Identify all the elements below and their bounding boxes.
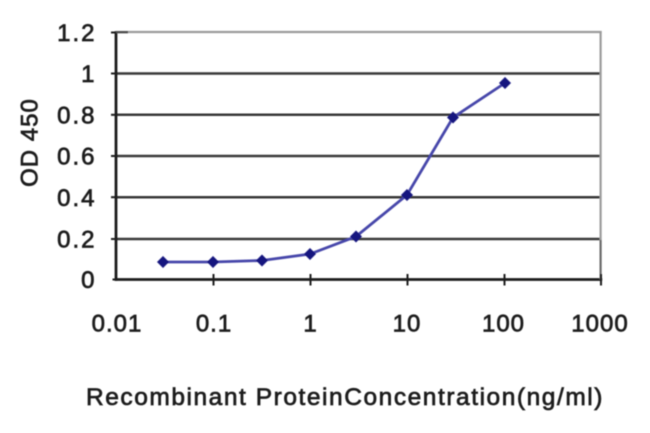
svg-text:0.1: 0.1 xyxy=(196,311,232,338)
svg-text:1.2: 1.2 xyxy=(57,20,96,47)
svg-text:1000: 1000 xyxy=(571,311,628,338)
svg-text:0.01: 0.01 xyxy=(92,311,143,338)
svg-text:10: 10 xyxy=(393,311,422,338)
svg-text:1: 1 xyxy=(303,311,317,338)
svg-text:1: 1 xyxy=(81,61,96,88)
svg-text:0.8: 0.8 xyxy=(57,102,96,129)
svg-text:0.4: 0.4 xyxy=(57,185,96,212)
svg-text:0.2: 0.2 xyxy=(57,227,96,254)
svg-text:100: 100 xyxy=(482,311,525,338)
svg-text:0: 0 xyxy=(81,267,96,294)
svg-text:OD 450: OD 450 xyxy=(17,98,44,187)
svg-text:0.6: 0.6 xyxy=(57,144,96,171)
svg-text:Recombinant ProteinConcentrati: Recombinant ProteinConcentration(ng/ml) xyxy=(86,384,604,411)
